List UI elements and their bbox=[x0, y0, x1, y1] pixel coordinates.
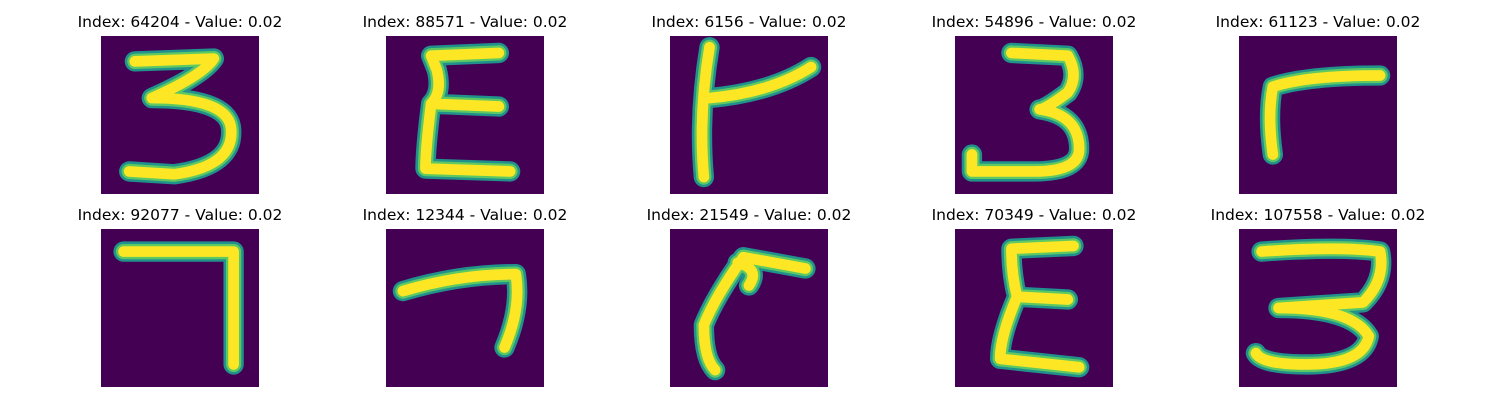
glyph-strokes bbox=[989, 235, 1090, 378]
glyph-strokes bbox=[961, 42, 1090, 182]
glyph-stroke bbox=[118, 246, 239, 370]
glyph-stroke bbox=[397, 268, 523, 353]
panel-title: Index: 107558 - Value: 0.02 bbox=[1210, 206, 1426, 224]
panel-title: Index: 21549 - Value: 0.02 bbox=[646, 206, 852, 224]
panel: Index: 54896 - Value: 0.02 bbox=[904, 12, 1164, 202]
digit-image bbox=[101, 229, 259, 387]
panel: Index: 6156 - Value: 0.02 bbox=[619, 12, 879, 202]
panel-title: Index: 70349 - Value: 0.02 bbox=[931, 206, 1137, 224]
glyph-stroke bbox=[420, 47, 516, 177]
digit-image bbox=[1239, 36, 1397, 194]
glyph-stroke bbox=[994, 240, 1085, 373]
glyph-strokes bbox=[693, 247, 816, 381]
panel-title: Index: 12344 - Value: 0.02 bbox=[362, 206, 568, 224]
glyph-stroke bbox=[698, 251, 811, 376]
glyph-strokes bbox=[415, 42, 521, 182]
panel-title: Index: 6156 - Value: 0.02 bbox=[651, 13, 847, 31]
digit-image bbox=[955, 229, 1113, 387]
glyph-strokes bbox=[119, 48, 242, 185]
panel: Index: 21549 - Value: 0.02 bbox=[619, 205, 879, 395]
digit-image bbox=[386, 36, 544, 194]
panel-title: Index: 64204 - Value: 0.02 bbox=[77, 13, 283, 31]
panel: Index: 61123 - Value: 0.02 bbox=[1188, 12, 1448, 202]
panel: Index: 92077 - Value: 0.02 bbox=[50, 205, 310, 395]
glyph-stroke bbox=[966, 47, 1085, 177]
panel-title: Index: 92077 - Value: 0.02 bbox=[77, 206, 283, 224]
panel-title: Index: 88571 - Value: 0.02 bbox=[362, 13, 568, 31]
digit-image bbox=[670, 229, 828, 387]
digit-image bbox=[955, 36, 1113, 194]
panel: Index: 107558 - Value: 0.02 bbox=[1188, 205, 1448, 395]
panel: Index: 70349 - Value: 0.02 bbox=[904, 205, 1164, 395]
panel: Index: 64204 - Value: 0.02 bbox=[50, 12, 310, 202]
glyph-strokes bbox=[691, 37, 822, 188]
glyph-strokes bbox=[392, 263, 528, 358]
digit-image bbox=[670, 36, 828, 194]
panel: Index: 88571 - Value: 0.02 bbox=[335, 12, 595, 202]
glyph-stroke bbox=[696, 41, 817, 183]
glyph-stroke bbox=[1250, 243, 1387, 370]
panel-title: Index: 54896 - Value: 0.02 bbox=[931, 13, 1137, 31]
panel-title: Index: 61123 - Value: 0.02 bbox=[1215, 13, 1421, 31]
digit-image bbox=[386, 229, 544, 387]
glyph-strokes bbox=[113, 241, 244, 375]
digit-image bbox=[101, 36, 259, 194]
glyph-strokes bbox=[1245, 238, 1392, 375]
panel: Index: 12344 - Value: 0.02 bbox=[335, 205, 595, 395]
digit-image bbox=[1239, 229, 1397, 387]
glyph-strokes bbox=[1259, 65, 1391, 165]
glyph-stroke bbox=[123, 53, 237, 180]
glyph-stroke bbox=[1264, 70, 1386, 160]
